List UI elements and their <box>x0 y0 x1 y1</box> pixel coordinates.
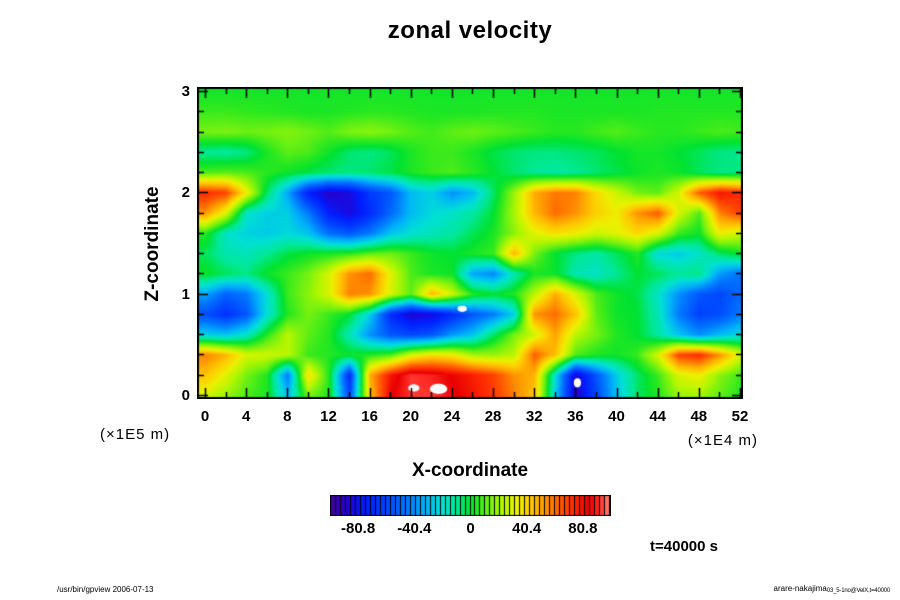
x-tick-label: 52 <box>731 408 749 425</box>
x-tick-label: 0 <box>200 408 210 425</box>
colorbar-tick-label: -40.4 <box>397 520 432 537</box>
footer-command-text: /usr/bin/gpview 2006-07-13 <box>57 585 154 594</box>
y-axis-label: Z-coordinate <box>142 186 163 302</box>
x-tick-label: 28 <box>484 408 502 425</box>
x-tick-label: 20 <box>402 408 420 425</box>
x-tick-label: 44 <box>649 408 667 425</box>
footer-dataset-text: arare-nakajima03_5-1no@VelX,t=40000 <box>773 584 891 594</box>
colorbar-tick-label: 80.8 <box>568 520 598 537</box>
x-tick-label: 36 <box>567 408 584 425</box>
x-tick-label: 40 <box>608 408 625 425</box>
x-tick-label: 4 <box>241 408 251 425</box>
time-annotation: t=40000 s <box>650 538 718 555</box>
y-tick-label: 2 <box>181 184 190 202</box>
footer-dataset-subscript: 03_5-1no@VelX,t=40000 <box>826 588 890 594</box>
colorbar-tick-label: 0 <box>466 520 475 537</box>
x-axis-label: X-coordinate <box>411 460 529 481</box>
page-title: zonal velocity <box>387 17 553 44</box>
y-tick-label: 3 <box>181 83 190 100</box>
x-axis-unit: (×1E4 m) <box>687 432 758 449</box>
x-tick-label: 32 <box>525 408 543 425</box>
x-tick-label: 8 <box>283 408 292 425</box>
velocity-field-heatmap <box>197 87 743 399</box>
y-axis-unit: (×1E5 m) <box>100 426 171 443</box>
x-tick-label: 48 <box>690 408 708 425</box>
colorbar-tick-label: -80.8 <box>340 520 376 537</box>
y-tick-label: 1 <box>181 285 190 303</box>
colorbar-tick-label: 40.4 <box>512 520 542 537</box>
x-tick-label: 16 <box>361 408 378 425</box>
footer-dataset-name: arare-nakajima <box>773 584 827 593</box>
colorbar <box>330 495 611 516</box>
x-tick-label: 12 <box>320 408 337 425</box>
x-tick-label: 24 <box>443 408 461 425</box>
y-tick-label: 0 <box>181 387 190 404</box>
